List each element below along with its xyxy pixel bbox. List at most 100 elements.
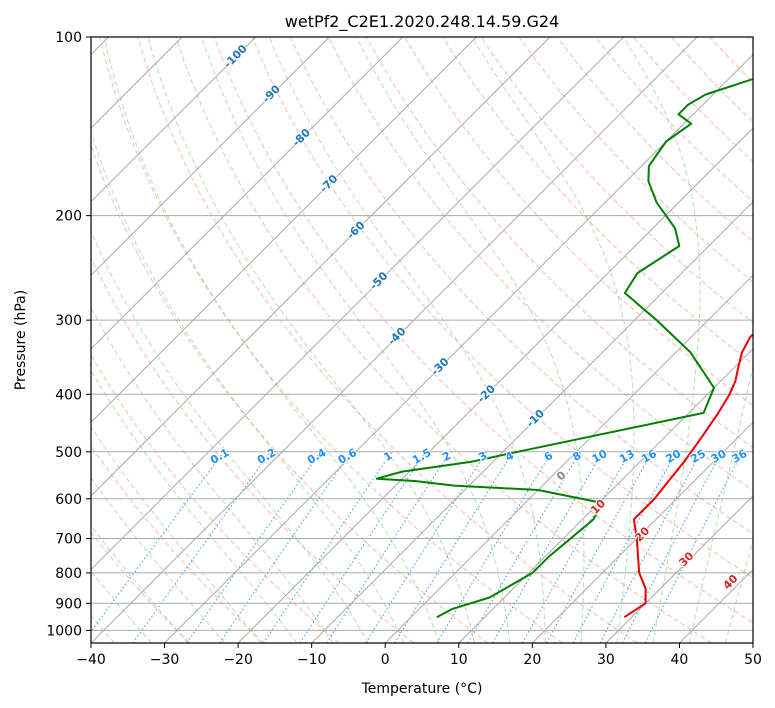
isotherm-line — [384, 274, 753, 643]
dry-adiabat — [175, 37, 712, 643]
moist-adiabat — [622, 37, 701, 643]
mixing-ratio-line — [599, 451, 702, 643]
dry-adiabat — [327, 37, 753, 491]
dry-adiabat — [709, 37, 753, 83]
background-lines — [91, 37, 753, 643]
x-tick-label: 50 — [744, 652, 762, 668]
moist-adiabat — [725, 538, 753, 643]
isotherm-line — [91, 37, 477, 424]
isotherm-line — [458, 348, 753, 643]
mixing-ratio-label: 20 — [664, 447, 684, 466]
moist-adiabat — [91, 425, 262, 643]
dry-adiabat — [99, 37, 563, 643]
isotherm-line — [91, 37, 698, 643]
theta-e-label: 40 — [721, 572, 741, 592]
mixing-ratio-line — [365, 451, 487, 643]
mixing-ratio-line — [132, 451, 272, 643]
x-tick-label: 0 — [381, 652, 390, 668]
y-tick-label: 1000 — [46, 623, 82, 639]
mixing-ratio-line — [572, 451, 678, 643]
isotherm-line — [91, 37, 330, 276]
isotherm-line — [311, 200, 753, 643]
mixing-ratio-label: 1.5 — [410, 446, 433, 467]
moist-adiabat — [688, 363, 753, 643]
dry-adiabat — [137, 37, 638, 643]
x-tick-label: −40 — [76, 652, 106, 668]
dry-adiabat — [366, 37, 753, 449]
dry-adiabat — [91, 354, 340, 643]
isotherm-line — [91, 37, 404, 350]
dry-adiabat — [91, 144, 489, 643]
x-tick-label: 40 — [671, 652, 689, 668]
dry-adiabat — [633, 37, 753, 163]
y-axis-ticks: 100 200 300 400 500 600 700 800 900 1000 — [46, 30, 91, 639]
moist-adiabat — [91, 476, 225, 643]
x-tick-label: 30 — [597, 652, 615, 668]
x-tick-label: −10 — [297, 652, 327, 668]
isotherm-line — [91, 37, 257, 203]
mixing-ratio-line — [546, 451, 653, 643]
isotherm-line — [164, 53, 753, 643]
mixing-ratio-label: 6 — [542, 449, 555, 464]
mixing-ratio-label: 36 — [730, 447, 750, 466]
isotherm-line — [237, 127, 753, 643]
dewpoint-line — [375, 77, 753, 619]
dry-adiabat — [213, 37, 753, 624]
mixing-ratio-line — [326, 451, 451, 643]
mixing-ratio-label: 4 — [503, 449, 516, 464]
mixing-ratio-line — [91, 451, 225, 633]
y-tick-label: 800 — [55, 566, 82, 582]
moist-adiabat — [201, 37, 511, 643]
mixing-ratio-line — [263, 451, 393, 643]
isotherm-line — [605, 495, 753, 643]
moist-adiabat — [91, 230, 369, 643]
moist-adiabat — [91, 130, 405, 643]
y-axis-label: Pressure (hPa) — [13, 290, 29, 390]
mixing-ratio-label: 0.4 — [305, 446, 329, 467]
mixing-ratio-line — [219, 451, 352, 643]
dry-adiabat — [91, 256, 414, 643]
moist-adiabat — [356, 37, 585, 643]
isotherm-line — [679, 568, 753, 643]
x-axis-ticks: −40 −30 −20 −10 0 10 20 30 40 50 — [76, 643, 762, 668]
mixing-ratio-label: 3 — [476, 449, 489, 464]
plot-frame — [90, 36, 754, 644]
x-tick-label: 20 — [523, 652, 541, 668]
moist-adiabat — [147, 37, 475, 643]
y-tick-label: 700 — [55, 532, 82, 548]
dry-adiabat — [518, 37, 753, 283]
dry-adiabat — [404, 37, 753, 407]
y-tick-label: 900 — [55, 596, 82, 612]
mixing-ratio-label: 16 — [639, 447, 659, 466]
moist-adiabat — [91, 370, 298, 643]
y-tick-label: 300 — [55, 313, 82, 329]
dry-adiabat — [480, 37, 753, 324]
temperature-line — [623, 333, 753, 619]
mixing-ratio-line — [186, 451, 321, 643]
y-tick-label: 400 — [55, 387, 82, 403]
theta-e-label: 30 — [676, 549, 696, 569]
mixing-ratio-line — [436, 451, 553, 643]
mixing-ratio-line — [299, 451, 426, 643]
dry-adiabat — [747, 37, 753, 44]
moist-adiabat — [268, 37, 546, 643]
isotherm-line — [91, 37, 551, 497]
x-axis-label: Temperature (°C) — [361, 681, 483, 697]
isotherm-line — [91, 37, 624, 571]
x-tick-label: −30 — [150, 652, 180, 668]
dry-adiabat — [251, 37, 753, 579]
mixing-ratio-label: 1 — [382, 449, 395, 464]
mixing-ratio-label: 8 — [570, 449, 583, 464]
series-lines — [375, 77, 753, 619]
y-tick-label: 100 — [55, 30, 82, 46]
theta-e-label: 10 — [588, 497, 608, 517]
theta-e-label: 0 — [554, 468, 569, 483]
x-tick-label: −20 — [223, 652, 253, 668]
y-tick-label: 500 — [55, 445, 82, 461]
dry-adiabat — [91, 444, 265, 643]
moist-adiabat — [91, 306, 334, 643]
dry-adiabat — [91, 531, 190, 643]
mixing-ratio-label: 0.2 — [255, 446, 278, 467]
x-tick-label: 10 — [450, 652, 468, 668]
